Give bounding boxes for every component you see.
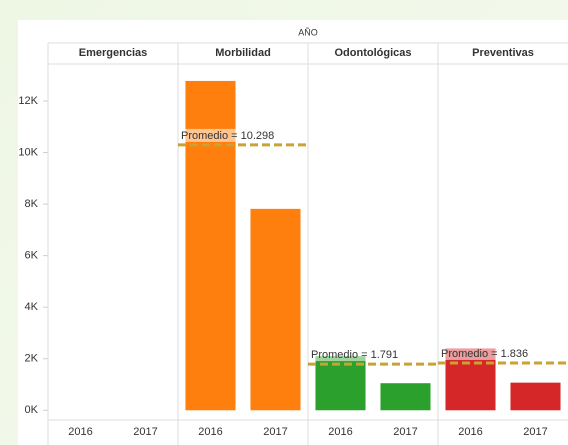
x-tick-label: 2017 — [393, 426, 417, 438]
panel-title: Emergencias — [79, 47, 147, 59]
panel-title: Morbilidad — [215, 47, 271, 59]
y-tick-label: 12K — [18, 95, 38, 107]
average-label: Promedio = 1.836 — [441, 348, 528, 360]
x-tick-label: 2017 — [523, 426, 547, 438]
panel-title: Odontológicas — [335, 47, 412, 59]
x-tick-label: 2016 — [68, 426, 92, 438]
x-tick-label: 2016 — [458, 426, 482, 438]
bar — [250, 208, 301, 411]
y-tick-label: 0K — [25, 404, 39, 416]
y-tick-label: 6K — [25, 250, 39, 262]
y-tick-label: 10K — [18, 146, 38, 158]
average-label-bg — [440, 346, 532, 360]
x-tick-label: 2016 — [198, 426, 222, 438]
x-tick-label: 2017 — [133, 426, 157, 438]
average-label: Promedio = 10.298 — [181, 130, 274, 142]
y-tick-label: 8K — [25, 198, 39, 210]
average-label-bg — [310, 348, 402, 362]
panel-title: Preventivas — [472, 47, 534, 59]
x-tick-label: 2016 — [328, 426, 352, 438]
average-label-bg — [180, 128, 272, 142]
x-tick-label: 2017 — [263, 426, 287, 438]
bar — [510, 382, 561, 411]
bar — [380, 383, 431, 411]
average-label: Promedio = 1.791 — [311, 349, 398, 361]
header: AÑO — [298, 27, 318, 37]
y-tick-label: 2K — [25, 353, 39, 365]
y-tick-label: 4K — [25, 301, 39, 313]
